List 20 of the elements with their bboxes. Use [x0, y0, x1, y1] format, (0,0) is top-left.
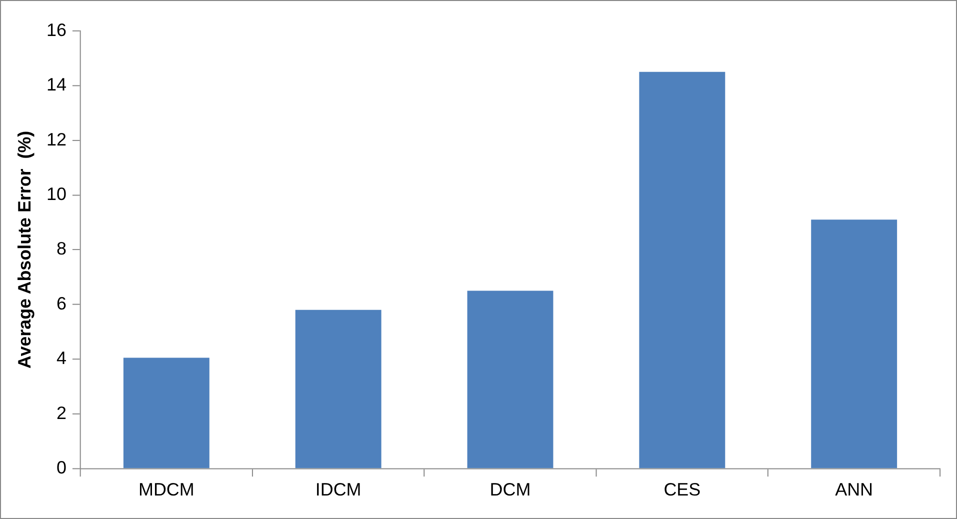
x-tick-label: ANN: [835, 479, 874, 500]
x-tick-label: CES: [664, 479, 701, 500]
y-axis-title: Average Absolute Error (%): [14, 130, 35, 369]
y-tick-label: 12: [46, 129, 67, 150]
y-tick-label: 0: [56, 458, 66, 478]
bar: [639, 72, 726, 468]
bar: [467, 290, 554, 468]
y-tick-label: 10: [46, 184, 67, 204]
bar: [295, 310, 382, 468]
y-tick-label: 6: [56, 293, 66, 314]
x-tick-label: IDCM: [315, 479, 362, 500]
x-tick-label: MDCM: [138, 479, 194, 500]
x-tick-label: DCM: [490, 479, 531, 500]
y-tick-label: 16: [46, 20, 67, 40]
y-tick-label: 4: [56, 348, 66, 368]
y-tick-label: 14: [46, 74, 67, 95]
y-tick-label: 8: [56, 238, 66, 259]
y-tick-label: 2: [56, 402, 66, 423]
bar: [811, 220, 898, 468]
bar: [123, 358, 210, 468]
